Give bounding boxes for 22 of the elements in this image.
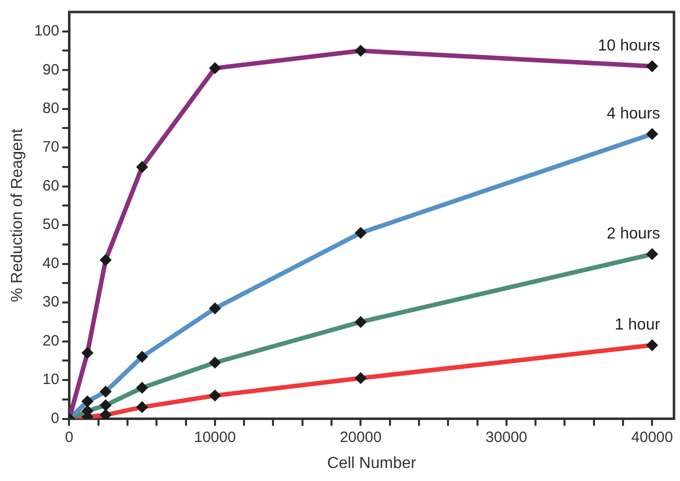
x-tick-label: 20000 [340, 428, 382, 446]
y-tick-label: 80 [42, 100, 60, 117]
y-tick-label: 30 [42, 294, 60, 311]
y-tick-label: 50 [42, 216, 60, 234]
x-axis-title: Cell Number [327, 454, 417, 472]
y-tick-label: 60 [42, 177, 60, 194]
y-tick-label: 20 [42, 332, 60, 350]
series-label: 4 hours [606, 105, 660, 122]
x-tick-label: 0 [65, 428, 74, 446]
y-axis-title: % Reduction of Reagent [9, 128, 26, 302]
x-tick-label: 40000 [631, 428, 673, 446]
y-tick-label: 40 [42, 254, 60, 272]
y-tick-label: 90 [42, 61, 60, 78]
x-tick-label: 10000 [194, 428, 236, 446]
series-label: 1 hour [614, 316, 661, 334]
y-tick-label: 0 [50, 410, 60, 427]
y-tick-label: 70 [42, 138, 60, 156]
series-label: 10 hours [598, 38, 660, 55]
series-label: 2 hours [606, 226, 660, 243]
x-tick-label: 30000 [486, 428, 528, 446]
y-tick-label: 100 [34, 22, 60, 40]
y-tick-label: 10 [42, 371, 60, 388]
